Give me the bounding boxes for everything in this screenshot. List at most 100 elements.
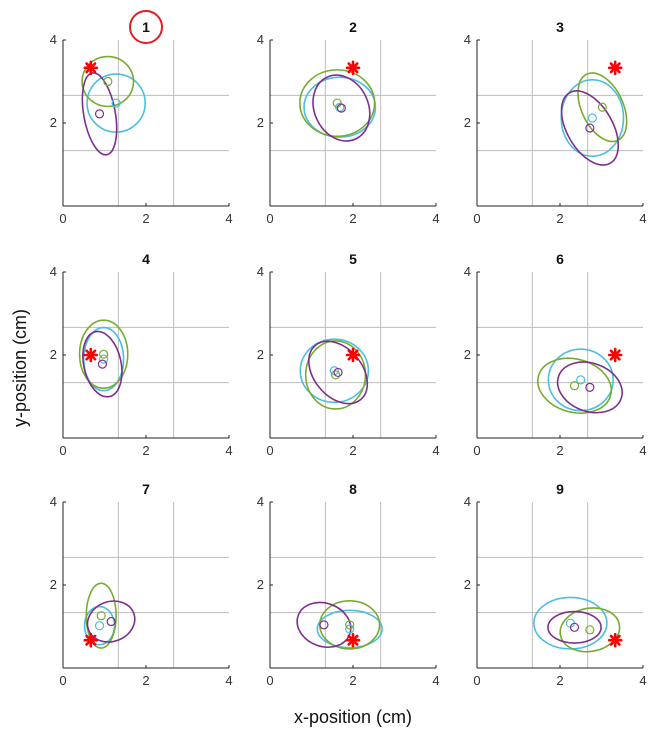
target-asterisk-stroke xyxy=(347,349,359,361)
panel-title: 1 xyxy=(142,19,150,35)
mean-marker-green xyxy=(585,625,595,635)
mean-marker-purple xyxy=(97,359,108,369)
x-tick-label: 0 xyxy=(473,673,480,688)
ellipse-purple xyxy=(82,330,123,398)
y-tick-label: 2 xyxy=(257,115,264,130)
target-asterisk-stroke xyxy=(609,62,621,74)
ellipse-cyan xyxy=(316,609,383,649)
panel-title: 8 xyxy=(349,481,357,497)
ellipse-cyan xyxy=(303,76,377,138)
mean-marker-purple xyxy=(333,367,343,378)
x-tick-label: 0 xyxy=(59,443,66,458)
ellipse-cyan xyxy=(533,596,608,650)
x-tick-label: 2 xyxy=(349,211,356,226)
mean-marker-green xyxy=(569,381,580,391)
target-asterisk-stroke xyxy=(85,349,97,361)
x-tick-label: 0 xyxy=(59,211,66,226)
mean-marker-cyan xyxy=(111,98,121,108)
ellipse-cyan xyxy=(83,605,116,646)
x-tick-label: 4 xyxy=(639,211,646,226)
target-asterisk xyxy=(607,60,623,76)
x-tick-label: 2 xyxy=(142,211,149,226)
x-tick-label: 2 xyxy=(556,211,563,226)
ellipse-purple xyxy=(81,72,118,156)
target-asterisk xyxy=(345,60,361,76)
ellipse-green xyxy=(78,319,129,390)
panel-9: 0 2 4 2 4 9 xyxy=(464,481,647,688)
panel-title: 3 xyxy=(556,19,564,35)
x-axis-label: x-position (cm) xyxy=(294,707,412,727)
x-tick-label: 0 xyxy=(473,443,480,458)
panel-4: 0 2 4 2 4 4 xyxy=(50,251,233,458)
ellipse-purple xyxy=(296,601,352,648)
panel-5: 0 2 4 2 4 5 xyxy=(257,251,440,458)
x-tick-label: 4 xyxy=(432,211,439,226)
x-tick-label: 4 xyxy=(432,673,439,688)
mean-marker-purple xyxy=(585,382,595,392)
y-tick-label: 4 xyxy=(50,264,57,279)
x-tick-label: 0 xyxy=(266,673,273,688)
y-tick-label: 2 xyxy=(50,347,57,362)
y-tick-label: 4 xyxy=(257,32,264,47)
ellipse-green xyxy=(299,69,376,138)
x-tick-label: 2 xyxy=(556,443,563,458)
target-asterisk xyxy=(83,347,99,363)
y-tick-label: 2 xyxy=(50,115,57,130)
mean-marker-green xyxy=(597,102,607,112)
mean-marker-purple xyxy=(569,622,580,632)
y-tick-label: 4 xyxy=(464,494,471,509)
ellipse-green xyxy=(559,607,621,653)
y-tick-label: 4 xyxy=(464,32,471,47)
x-tick-label: 0 xyxy=(266,443,273,458)
mean-marker-cyan xyxy=(587,113,597,123)
x-tick-label: 2 xyxy=(142,673,149,688)
ellipse-green xyxy=(536,357,613,414)
target-asterisk xyxy=(607,632,623,648)
x-tick-label: 0 xyxy=(266,211,273,226)
x-tick-label: 2 xyxy=(349,443,356,458)
y-tick-label: 4 xyxy=(50,494,57,509)
x-tick-label: 4 xyxy=(225,443,232,458)
target-asterisk-stroke xyxy=(347,634,359,646)
y-axis-label: y-position (cm) xyxy=(10,309,30,427)
y-tick-label: 4 xyxy=(464,264,471,279)
y-tick-label: 4 xyxy=(257,264,264,279)
y-tick-label: 2 xyxy=(257,577,264,592)
ellipse-green xyxy=(81,55,135,108)
mean-marker-green xyxy=(330,370,341,380)
mean-marker-green xyxy=(96,611,106,621)
highlight-circle xyxy=(129,10,163,44)
y-tick-label: 4 xyxy=(50,32,57,47)
grid xyxy=(270,502,436,668)
x-tick-label: 4 xyxy=(432,443,439,458)
y-tick-label: 2 xyxy=(464,347,471,362)
y-tick-label: 2 xyxy=(464,115,471,130)
x-tick-label: 2 xyxy=(556,673,563,688)
x-tick-label: 4 xyxy=(639,673,646,688)
x-tick-label: 2 xyxy=(349,673,356,688)
ellipse-green xyxy=(85,582,117,649)
panel-title: 5 xyxy=(349,251,357,267)
target-asterisk xyxy=(345,632,361,648)
x-tick-label: 4 xyxy=(225,673,232,688)
ellipse-cyan xyxy=(560,79,625,157)
ellipse-cyan xyxy=(547,348,614,412)
x-tick-label: 4 xyxy=(225,211,232,226)
ellipse-cyan xyxy=(82,326,125,392)
grid xyxy=(63,40,229,206)
grid xyxy=(270,272,436,438)
target-asterisk xyxy=(345,347,361,363)
mean-marker-purple xyxy=(319,620,329,630)
target-asterisk-stroke xyxy=(347,62,359,74)
y-tick-label: 4 xyxy=(257,494,264,509)
x-tick-label: 0 xyxy=(59,673,66,688)
x-tick-label: 0 xyxy=(473,211,480,226)
mean-marker-cyan xyxy=(94,621,105,631)
panel-7: 0 2 4 2 4 7 xyxy=(50,481,233,688)
panel-8: 0 2 4 2 4 8 xyxy=(257,481,440,688)
x-tick-label: 2 xyxy=(142,443,149,458)
y-tick-label: 2 xyxy=(257,347,264,362)
mean-marker-green xyxy=(99,349,109,359)
target-asterisk-stroke xyxy=(609,349,621,361)
